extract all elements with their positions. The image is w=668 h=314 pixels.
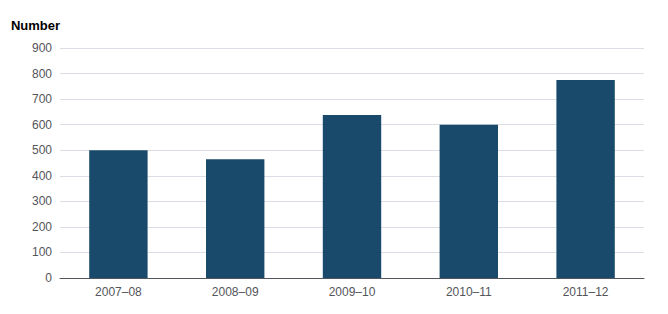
svg-text:500: 500 bbox=[32, 143, 52, 157]
svg-text:0: 0 bbox=[45, 271, 52, 285]
svg-text:300: 300 bbox=[32, 194, 52, 208]
svg-text:2009–10: 2009–10 bbox=[329, 285, 376, 299]
svg-text:2008–09: 2008–09 bbox=[212, 285, 259, 299]
svg-text:2010–11: 2010–11 bbox=[446, 285, 492, 299]
svg-text:700: 700 bbox=[32, 92, 52, 106]
svg-text:2011–12: 2011–12 bbox=[563, 285, 609, 299]
svg-text:Number: Number bbox=[11, 18, 60, 33]
svg-text:100: 100 bbox=[32, 245, 52, 259]
svg-text:400: 400 bbox=[32, 169, 52, 183]
svg-text:800: 800 bbox=[32, 67, 52, 81]
svg-text:600: 600 bbox=[32, 118, 52, 132]
svg-text:2007–08: 2007–08 bbox=[95, 285, 142, 299]
svg-text:200: 200 bbox=[32, 220, 52, 234]
svg-text:900: 900 bbox=[32, 41, 52, 55]
